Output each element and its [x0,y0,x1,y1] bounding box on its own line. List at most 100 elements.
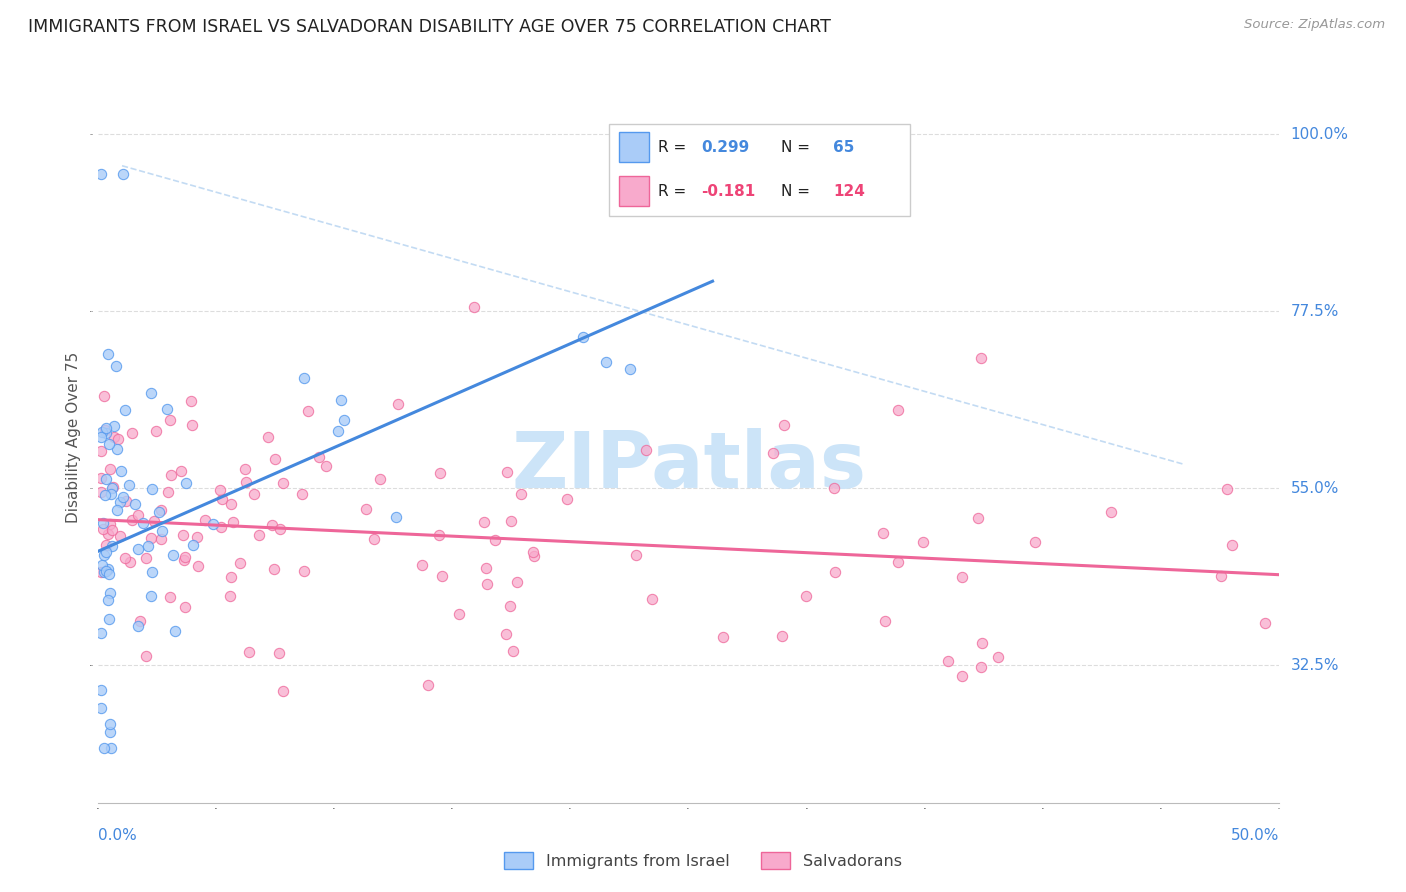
Point [101,480,124,494]
Point [150,524,173,538]
Point [94,538,117,552]
Point [98,437,121,451]
Point [624,548,647,562]
Point [121,426,143,441]
Point [209,483,232,497]
Point [98,725,121,739]
Point [174,549,197,564]
Point [110,464,132,478]
Point [103,419,125,434]
Point [329,392,352,407]
Point [1211,569,1233,583]
Point [472,515,495,529]
Point [501,514,523,528]
Point [159,590,181,604]
Point [824,566,846,580]
Point [156,401,179,416]
Point [368,472,391,486]
Point [127,541,149,556]
Point [97,562,120,576]
Point [114,402,136,417]
Point [139,531,162,545]
Text: IMMIGRANTS FROM ISRAEL VS SALVADORAN DISABILITY AGE OVER 75 CORRELATION CHART: IMMIGRANTS FROM ISRAEL VS SALVADORAN DIS… [28,18,831,36]
Point [872,526,894,541]
Point [118,555,141,569]
Point [96,426,118,441]
Text: 32.5%: 32.5% [1291,657,1339,673]
Point [97,566,120,581]
Point [484,533,506,548]
Point [91,425,114,439]
Point [159,412,181,426]
Point [163,624,186,639]
Point [111,491,134,505]
Point [1099,505,1122,519]
Point [887,555,910,569]
Point [93,423,115,437]
Point [711,630,734,644]
Point [619,361,641,376]
Point [180,393,202,408]
Point [427,528,450,542]
Text: 77.5%: 77.5% [1291,304,1339,318]
Text: 100.0%: 100.0% [1291,127,1348,142]
Point [105,442,128,456]
Point [90,565,112,579]
Text: -0.181: -0.181 [702,184,755,199]
FancyBboxPatch shape [609,125,910,216]
Point [770,629,793,643]
Bar [619,132,650,162]
Point [297,403,319,417]
Text: 0.0%: 0.0% [98,828,138,843]
Point [186,530,208,544]
Point [93,389,115,403]
Point [127,508,149,522]
Point [141,566,163,580]
Point [93,740,115,755]
Point [411,558,433,572]
Point [242,486,264,500]
Text: R =: R = [658,184,692,199]
Point [1024,534,1046,549]
Point [93,488,115,502]
Point [416,678,439,692]
Point [127,619,149,633]
Point [636,442,658,457]
Point [430,569,453,583]
Point [267,646,290,660]
Point [385,510,408,524]
Point [218,589,240,603]
Point [150,503,173,517]
Point [112,167,135,181]
Bar [619,176,650,206]
Point [91,558,114,572]
Point [141,589,163,603]
Point [94,420,117,434]
Point [332,413,354,427]
Point [194,513,217,527]
Point [510,487,533,501]
Point [135,649,157,664]
Point [128,614,150,628]
Point [886,402,908,417]
Point [90,167,112,181]
Point [1253,615,1275,630]
Point [117,478,139,492]
Point [97,612,120,626]
Point [160,467,183,482]
Point [211,491,233,506]
Point [98,717,121,731]
Point [103,430,125,444]
Point [135,550,157,565]
Point [1216,483,1239,497]
Point [641,592,664,607]
Point [108,495,131,509]
Point [172,528,194,542]
Point [98,585,121,599]
Point [169,464,191,478]
Text: R =: R = [658,140,692,155]
Point [257,430,280,444]
Point [235,475,257,489]
Point [475,577,498,591]
Text: 0.299: 0.299 [702,140,749,155]
